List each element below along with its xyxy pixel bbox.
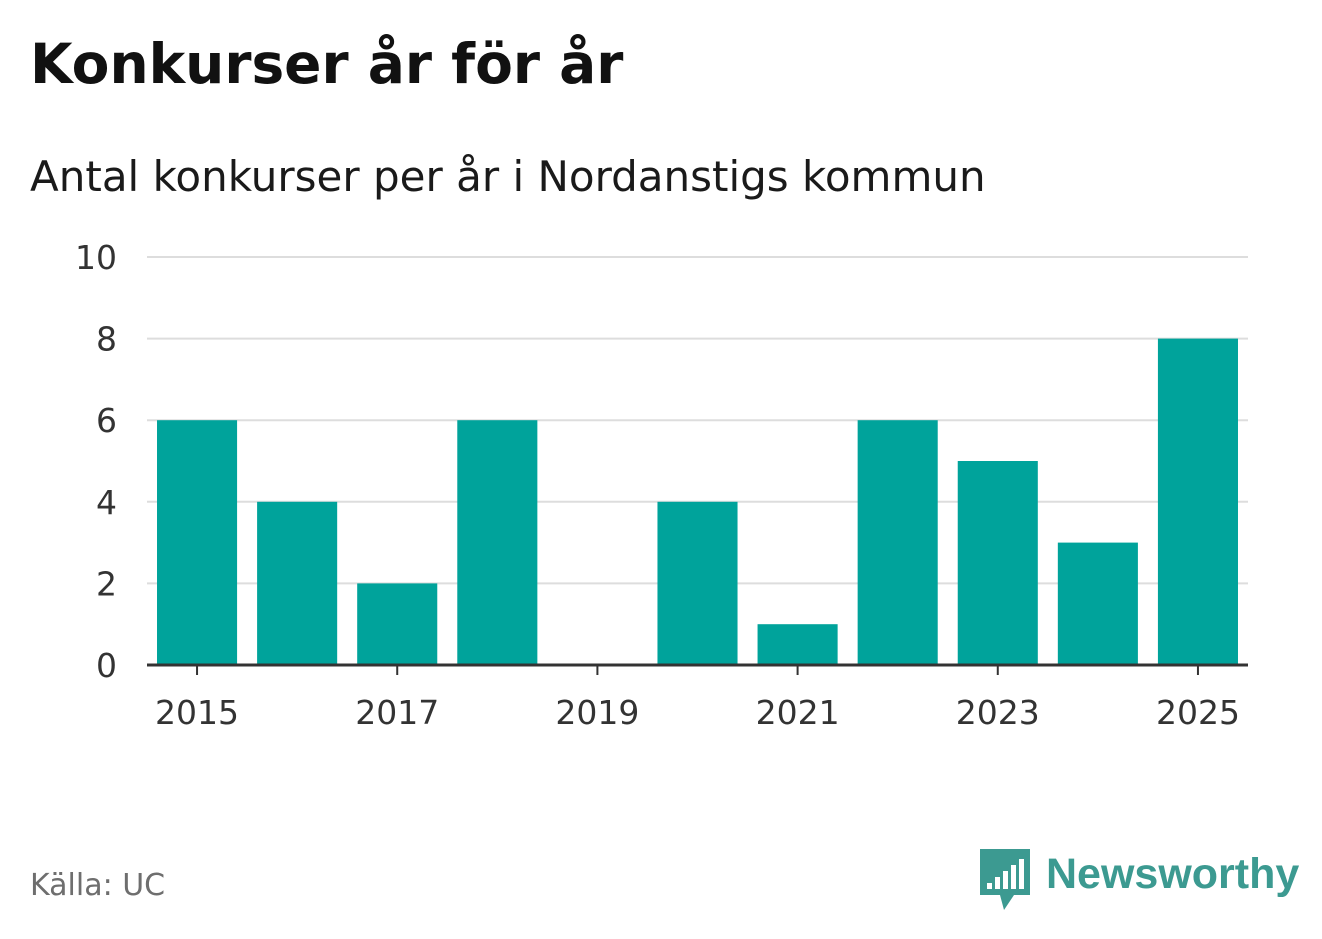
x-axis-tick-labels: 2015 2017 2019 2021 2023 2025: [155, 693, 1240, 732]
x-tick-label: 2015: [155, 693, 239, 732]
bar-2016: [257, 501, 338, 665]
x-tick-label: 2023: [956, 693, 1040, 732]
y-tick-label: 2: [96, 564, 117, 603]
x-axis: [147, 663, 1248, 675]
bar-2020: [657, 501, 738, 665]
bar-2021: [757, 624, 838, 665]
source-note: Källa: UC: [30, 868, 166, 903]
y-axis-tick-labels: 0 2 4 6 8 10: [75, 238, 117, 685]
brand-name: Newsworthy: [1046, 849, 1300, 898]
brand-logo: Newsworthy: [980, 848, 1299, 912]
bar-2015: [157, 420, 238, 665]
bar-2024: [1057, 542, 1138, 665]
x-tick-label: 2021: [756, 693, 840, 732]
bar-2018: [457, 420, 538, 665]
y-tick-label: 8: [96, 320, 117, 359]
bar-2022: [857, 420, 938, 665]
x-tick-label: 2017: [355, 693, 439, 732]
bar-2023: [957, 461, 1038, 665]
y-tick-label: 6: [96, 401, 117, 440]
bar-2017: [357, 583, 438, 665]
bar-2025: [1157, 338, 1238, 665]
newsworthy-logo-icon: [980, 849, 1030, 910]
y-tick-label: 4: [96, 483, 117, 522]
y-tick-label: 0: [96, 646, 117, 685]
chart-subtitle: Antal konkurser per år i Nordanstigs kom…: [30, 152, 986, 201]
y-tick-label: 10: [75, 238, 117, 277]
bars: [157, 338, 1238, 665]
chart-title: Konkurser år för år: [30, 32, 624, 96]
x-tick-label: 2019: [555, 693, 639, 732]
x-tick-label: 2025: [1156, 693, 1240, 732]
